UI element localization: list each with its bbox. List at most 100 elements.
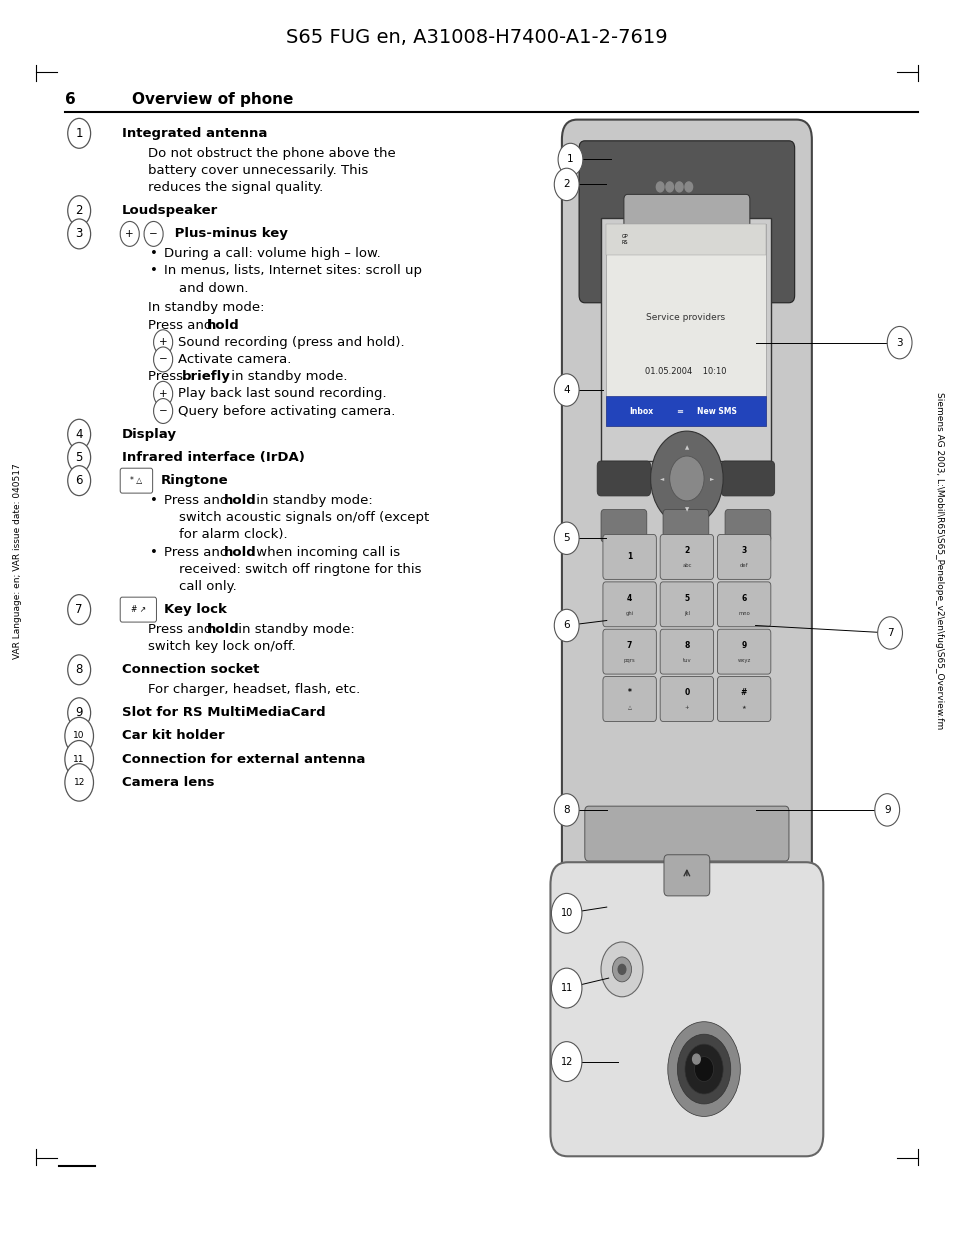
Text: −: − — [158, 406, 168, 416]
Circle shape — [692, 1054, 700, 1064]
Circle shape — [694, 1057, 713, 1082]
Text: 9: 9 — [740, 640, 746, 650]
Text: Ringtone: Ringtone — [160, 475, 228, 487]
Text: Do not obstruct the phone above the: Do not obstruct the phone above the — [148, 147, 395, 159]
Text: 4: 4 — [626, 593, 632, 603]
Text: 11: 11 — [73, 755, 85, 764]
Text: 6: 6 — [740, 593, 746, 603]
Circle shape — [153, 381, 172, 406]
Text: battery cover unnecessarily. This: battery cover unnecessarily. This — [148, 163, 368, 177]
Text: For charger, headset, flash, etc.: For charger, headset, flash, etc. — [148, 683, 359, 697]
Text: 10: 10 — [73, 731, 85, 740]
Text: New SMS: New SMS — [697, 406, 737, 416]
Text: During a call: volume high – low.: During a call: volume high – low. — [164, 247, 380, 260]
FancyBboxPatch shape — [717, 535, 770, 579]
FancyBboxPatch shape — [659, 535, 713, 579]
Text: jkl: jkl — [683, 611, 689, 616]
FancyBboxPatch shape — [720, 461, 774, 496]
Text: #: # — [740, 688, 746, 698]
Circle shape — [684, 182, 692, 192]
Text: •: • — [150, 493, 157, 507]
Circle shape — [65, 764, 93, 801]
Text: * △: * △ — [131, 476, 142, 485]
Text: in standby mode.: in standby mode. — [227, 370, 347, 383]
Circle shape — [68, 118, 91, 148]
Text: In standby mode:: In standby mode: — [148, 302, 264, 314]
Text: 6: 6 — [563, 621, 569, 630]
Text: Press and: Press and — [148, 319, 216, 331]
Circle shape — [153, 399, 172, 424]
FancyBboxPatch shape — [561, 120, 811, 886]
Text: 5: 5 — [563, 533, 569, 543]
Circle shape — [153, 330, 172, 355]
Text: ►: ► — [709, 476, 713, 481]
Circle shape — [554, 374, 578, 406]
Text: 9: 9 — [75, 706, 83, 719]
Text: 2: 2 — [563, 179, 569, 189]
Text: Integrated antenna: Integrated antenna — [122, 127, 267, 140]
Text: call only.: call only. — [179, 579, 237, 593]
Text: 1: 1 — [567, 155, 573, 164]
Text: •: • — [150, 264, 157, 278]
Text: Query before activating camera.: Query before activating camera. — [178, 405, 395, 417]
FancyBboxPatch shape — [717, 582, 770, 627]
Text: 2: 2 — [683, 546, 689, 556]
Circle shape — [554, 522, 578, 554]
FancyBboxPatch shape — [602, 629, 656, 674]
Text: 7: 7 — [626, 640, 632, 650]
Circle shape — [600, 942, 642, 997]
Text: Sound recording (press and hold).: Sound recording (press and hold). — [178, 335, 405, 349]
Text: 5: 5 — [75, 451, 83, 464]
Text: wxyz: wxyz — [737, 658, 750, 663]
Text: ◄: ◄ — [659, 476, 663, 481]
Text: 4: 4 — [563, 385, 569, 395]
Text: +: + — [125, 229, 134, 239]
Text: 11: 11 — [560, 983, 572, 993]
Text: 01.05.2004    10:10: 01.05.2004 10:10 — [644, 366, 726, 376]
Text: def: def — [740, 563, 747, 568]
Circle shape — [551, 1042, 581, 1082]
Circle shape — [554, 794, 578, 826]
Text: Press: Press — [148, 370, 187, 383]
Text: 6: 6 — [65, 92, 75, 107]
FancyBboxPatch shape — [584, 806, 788, 861]
Text: Car kit holder: Car kit holder — [122, 729, 225, 743]
Text: ≡: ≡ — [675, 406, 682, 416]
Text: 3: 3 — [896, 338, 902, 348]
Text: 5: 5 — [683, 593, 689, 603]
Circle shape — [874, 794, 899, 826]
Circle shape — [68, 466, 91, 496]
Text: Plus-minus key: Plus-minus key — [170, 228, 288, 240]
Text: for alarm clock).: for alarm clock). — [179, 528, 288, 541]
Text: hold: hold — [224, 493, 256, 507]
Text: GP
RS: GP RS — [621, 234, 627, 244]
Text: +: + — [158, 389, 168, 399]
Text: 9: 9 — [883, 805, 889, 815]
FancyBboxPatch shape — [597, 461, 650, 496]
Text: 12: 12 — [73, 778, 85, 787]
FancyBboxPatch shape — [550, 862, 822, 1156]
Circle shape — [68, 219, 91, 249]
Circle shape — [153, 346, 172, 371]
Circle shape — [684, 1044, 722, 1094]
Text: 2: 2 — [75, 204, 83, 217]
Text: −: − — [149, 229, 158, 239]
FancyBboxPatch shape — [120, 597, 156, 622]
Text: Infrared interface (IrDA): Infrared interface (IrDA) — [122, 451, 305, 464]
Text: reduces the signal quality.: reduces the signal quality. — [148, 181, 323, 194]
Text: in standby mode:: in standby mode: — [233, 623, 355, 635]
Circle shape — [877, 617, 902, 649]
Text: and down.: and down. — [179, 282, 249, 294]
Circle shape — [144, 222, 163, 247]
FancyBboxPatch shape — [600, 218, 770, 461]
Text: ghi: ghi — [625, 611, 633, 616]
FancyBboxPatch shape — [662, 510, 708, 542]
FancyBboxPatch shape — [663, 855, 709, 896]
Text: Slot for RS MultiMediaCard: Slot for RS MultiMediaCard — [122, 706, 325, 719]
Text: abc: abc — [681, 563, 691, 568]
Text: 8: 8 — [563, 805, 569, 815]
Text: received: switch off ringtone for this: received: switch off ringtone for this — [179, 563, 421, 576]
Text: Connection socket: Connection socket — [122, 663, 259, 677]
Text: Connection for external antenna: Connection for external antenna — [122, 753, 365, 766]
Circle shape — [68, 196, 91, 226]
